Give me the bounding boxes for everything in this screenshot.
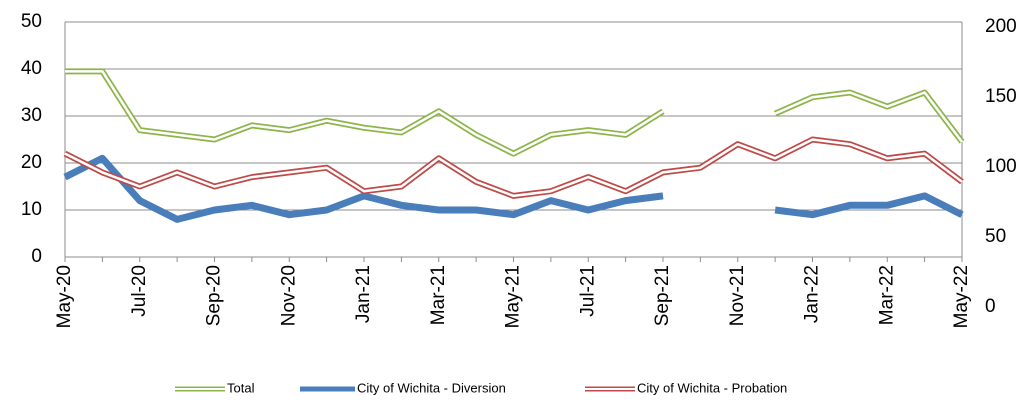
y-tick-label: 0 bbox=[31, 246, 42, 267]
x-tick-label: Jul-21 bbox=[577, 265, 598, 317]
y-tick-label: 30 bbox=[21, 105, 42, 126]
x-tick-label: May-20 bbox=[54, 265, 75, 328]
x-tick-label: Mar-21 bbox=[428, 265, 449, 325]
x-tick-label: Sep-21 bbox=[652, 265, 673, 326]
x-tick-label: Jan-21 bbox=[353, 265, 374, 323]
y2-tick-label: 100 bbox=[985, 156, 1017, 177]
x-tick-label: May-22 bbox=[951, 265, 972, 328]
y2-tick-label: 150 bbox=[985, 86, 1017, 107]
series-line-inner bbox=[64, 138, 963, 198]
y2-tick-label: 0 bbox=[985, 296, 996, 317]
y2-tick-label: 50 bbox=[985, 226, 1006, 247]
legend-label: Total bbox=[227, 380, 255, 395]
legend-label: City of Wichita - Diversion bbox=[357, 380, 506, 395]
x-tick-label: Sep-20 bbox=[204, 265, 225, 326]
series-line bbox=[63, 136, 964, 199]
x-tick-label: Mar-22 bbox=[876, 265, 897, 325]
legend-label: City of Wichita - Probation bbox=[637, 380, 787, 395]
y-tick-label: 40 bbox=[21, 58, 42, 79]
y-tick-label: 50 bbox=[21, 11, 42, 32]
y2-tick-label: 200 bbox=[985, 16, 1017, 37]
x-tick-label: Nov-20 bbox=[278, 265, 299, 326]
x-tick-label: Jan-22 bbox=[802, 265, 823, 323]
series-line-inner bbox=[65, 70, 963, 155]
y-tick-label: 10 bbox=[21, 199, 42, 220]
y-tick-label: 20 bbox=[21, 152, 42, 173]
x-tick-label: May-21 bbox=[503, 265, 524, 328]
series-line bbox=[63, 154, 964, 223]
x-tick-label: Nov-21 bbox=[727, 265, 748, 326]
x-tick-label: Jul-20 bbox=[129, 265, 150, 317]
